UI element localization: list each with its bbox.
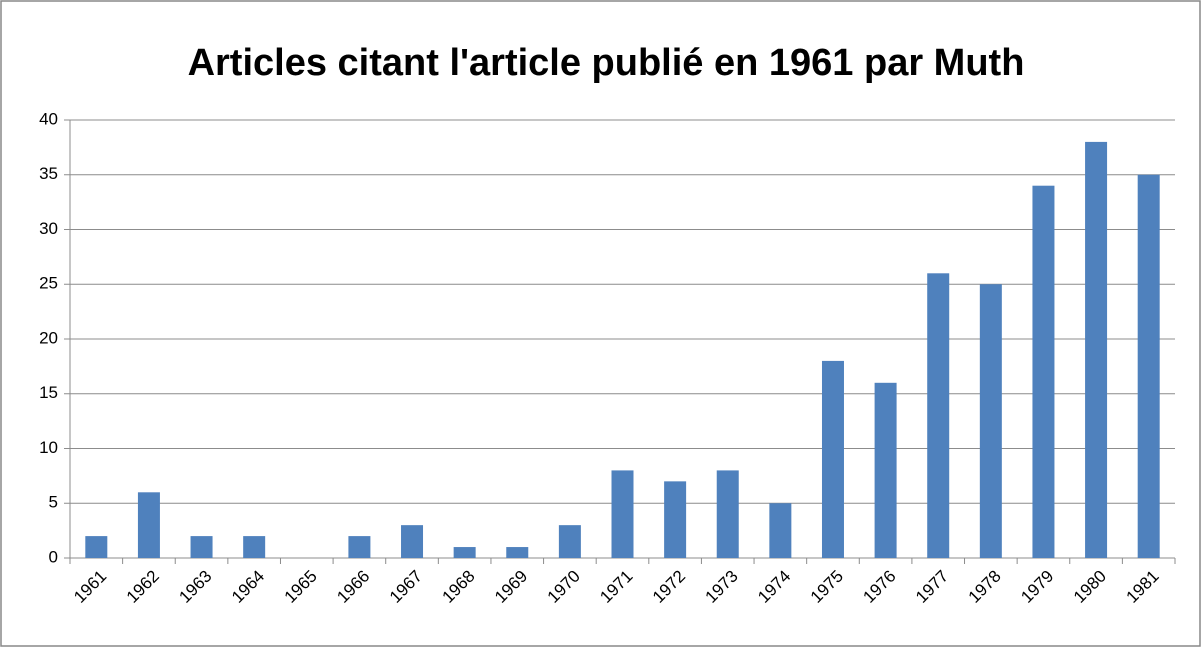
y-tick-label: 15 [39, 383, 58, 402]
bar [979, 284, 1002, 558]
bar [927, 273, 950, 558]
chart-title: Articles citant l'article publié en 1961… [188, 42, 1025, 84]
y-tick-label: 25 [39, 274, 58, 293]
bar [611, 470, 634, 558]
bar [85, 536, 108, 558]
bar [348, 536, 371, 558]
y-tick-label: 5 [49, 493, 58, 512]
bar [1137, 174, 1160, 558]
y-tick-label: 30 [39, 219, 58, 238]
bar [243, 536, 266, 558]
bar [453, 547, 476, 558]
bar [874, 382, 897, 558]
bar [664, 481, 687, 558]
bar [769, 503, 792, 558]
bar [137, 492, 160, 558]
y-tick-label: 0 [49, 547, 58, 566]
bar [506, 547, 529, 558]
bar [716, 470, 739, 558]
bar [1032, 185, 1055, 558]
bar [190, 536, 213, 558]
bar [558, 525, 581, 558]
y-tick-label: 35 [39, 164, 58, 183]
y-tick-label: 10 [39, 438, 58, 457]
bar [821, 360, 844, 558]
y-tick-label: 20 [39, 328, 58, 347]
y-tick-label: 40 [39, 109, 58, 128]
bar [1085, 141, 1108, 558]
bar [401, 525, 424, 558]
